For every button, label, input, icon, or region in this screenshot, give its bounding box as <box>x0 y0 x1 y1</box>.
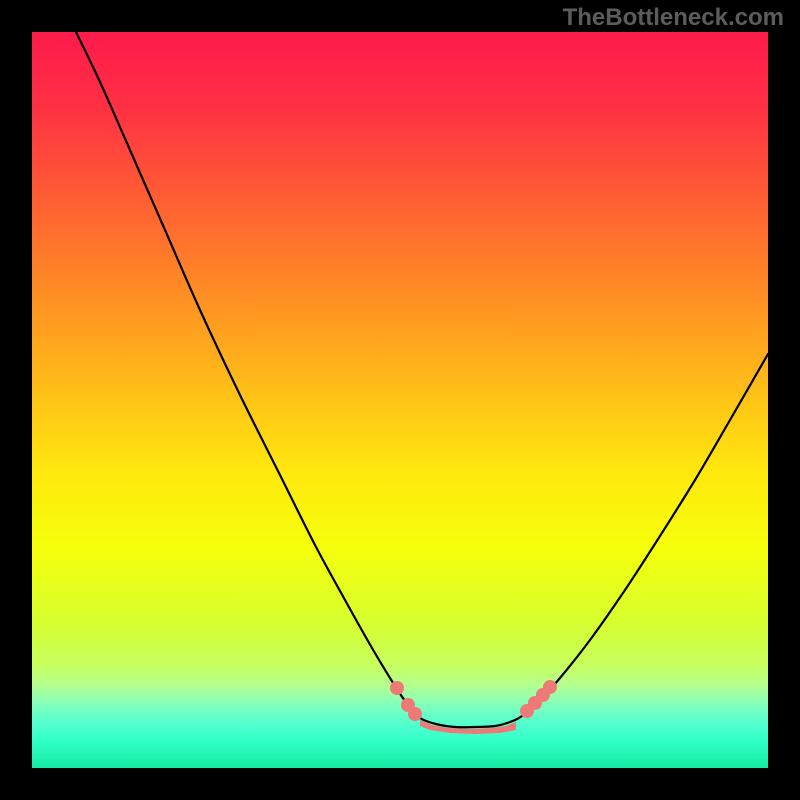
curve-marker <box>390 681 404 695</box>
gradient-background <box>32 32 768 768</box>
curve-marker <box>543 680 557 694</box>
watermark-text: TheBottleneck.com <box>563 4 784 32</box>
curve-marker <box>408 707 422 721</box>
bottleneck-curve-chart <box>0 0 800 800</box>
